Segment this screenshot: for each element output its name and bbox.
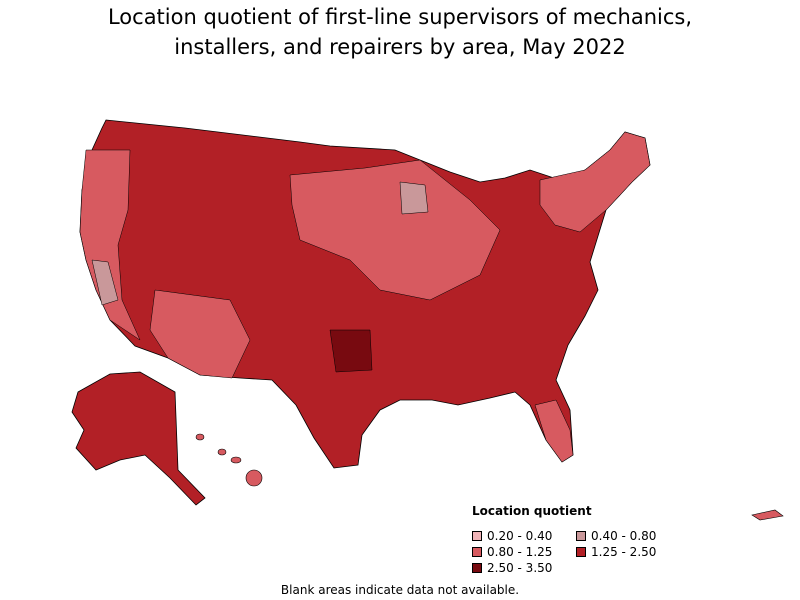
west-coast-region [79,149,141,341]
great-lakes-low-region [399,181,429,215]
legend-label-3: 1.25 - 2.50 [591,545,657,559]
hawaii-region [195,433,263,487]
legend-item-3: 1.25 - 2.50 [576,545,686,559]
legend-swatch-1 [576,531,586,541]
south-florida-region [534,399,574,463]
legend-label-1: 0.40 - 0.80 [591,529,657,543]
map-title-line-1: Location quotient of first-line supervis… [107,5,693,29]
legend-label-2: 0.80 - 1.25 [487,545,553,559]
legend-label-4: 2.50 - 3.50 [487,561,553,575]
midwest-region [289,159,501,301]
map-legend: Location quotient 0.20 - 0.40 0.40 - 0.8… [472,504,692,575]
legend-swatch-4 [472,563,482,573]
legend-item-2: 0.80 - 1.25 [472,545,576,559]
northeast-region [539,131,651,233]
texas-very-high-region [329,329,373,373]
footnote: Blank areas indicate data not available. [280,583,520,597]
legend-swatch-2 [472,547,482,557]
legend-item-4: 2.50 - 3.50 [472,561,576,575]
legend-label-0: 0.20 - 0.40 [487,529,553,543]
map-title: Location quotient of first-line supervis… [0,2,800,62]
legend-item-0: 0.20 - 0.40 [472,529,576,543]
legend-item-1: 0.40 - 0.80 [576,529,686,543]
legend-title: Location quotient [472,504,592,518]
alaska-region [71,371,206,506]
legend-swatch-3 [576,547,586,557]
california-low-region [91,259,119,306]
southwest-region [149,289,251,379]
puerto-rico-region [751,509,784,521]
map-title-line-2: installers, and repairers by area, May 2… [174,35,626,59]
legend-swatch-0 [472,531,482,541]
